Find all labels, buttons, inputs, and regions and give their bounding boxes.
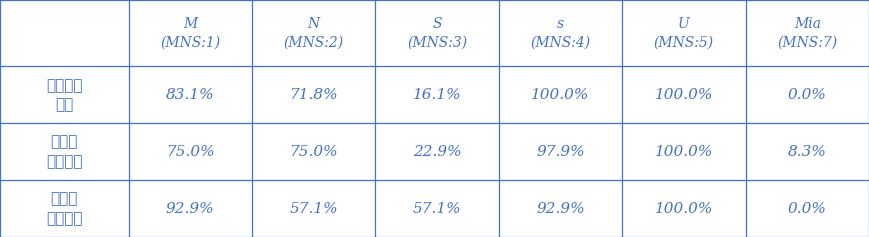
- Text: 다문화
가정성인: 다문화 가정성인: [46, 191, 83, 226]
- Text: 92.9%: 92.9%: [166, 201, 215, 216]
- Text: Mia
(MNS:7): Mia (MNS:7): [777, 17, 838, 49]
- Text: 100.0%: 100.0%: [654, 201, 713, 216]
- Text: M
(MNS:1): M (MNS:1): [160, 17, 221, 49]
- Text: 100.0%: 100.0%: [654, 88, 713, 102]
- Text: s
(MNS:4): s (MNS:4): [530, 17, 591, 49]
- Text: 71.8%: 71.8%: [289, 88, 338, 102]
- Text: 100.0%: 100.0%: [531, 88, 590, 102]
- Text: U
(MNS:5): U (MNS:5): [653, 17, 714, 49]
- Text: 다문화
가정자녀: 다문화 가정자녀: [46, 135, 83, 169]
- Text: 57.1%: 57.1%: [413, 201, 461, 216]
- Text: 16.1%: 16.1%: [413, 88, 461, 102]
- Text: 100.0%: 100.0%: [654, 145, 713, 159]
- Text: 8.3%: 8.3%: [788, 145, 826, 159]
- Text: 97.9%: 97.9%: [536, 145, 585, 159]
- Text: 83.1%: 83.1%: [166, 88, 215, 102]
- Text: N
(MNS:2): N (MNS:2): [283, 17, 344, 49]
- Text: 0.0%: 0.0%: [788, 88, 826, 102]
- Text: 92.9%: 92.9%: [536, 201, 585, 216]
- Text: 75.0%: 75.0%: [166, 145, 215, 159]
- Text: 0.0%: 0.0%: [788, 201, 826, 216]
- Text: 22.9%: 22.9%: [413, 145, 461, 159]
- Text: 일반가정
자녀: 일반가정 자녀: [46, 78, 83, 112]
- Text: S
(MNS:3): S (MNS:3): [407, 17, 468, 49]
- Text: 57.1%: 57.1%: [289, 201, 338, 216]
- Text: 75.0%: 75.0%: [289, 145, 338, 159]
